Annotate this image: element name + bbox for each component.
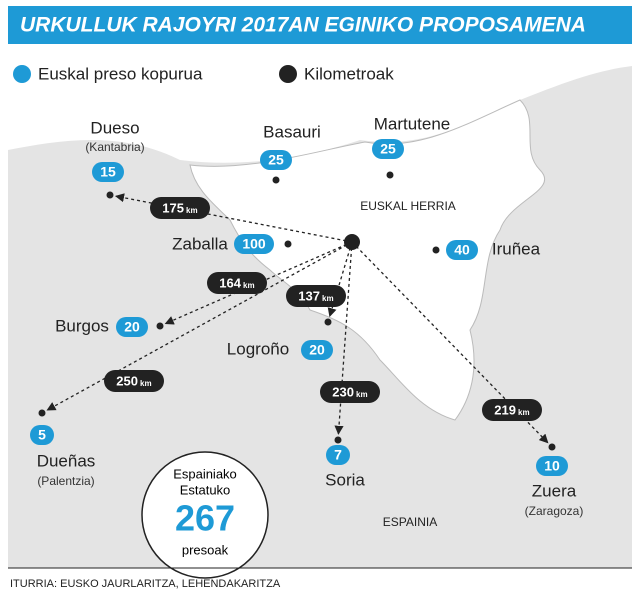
route [164,241,353,325]
town-dot [386,171,394,179]
route [334,241,353,435]
region-label: ESPAINIA [383,515,437,529]
prisoner-badge [30,425,54,445]
distance-pill [207,272,267,294]
prisoner-count: 20 [124,319,140,335]
prisoner-count: 100 [242,236,266,252]
town-dot [156,322,164,330]
distance-value: 175 [162,200,184,215]
prisoner-count: 15 [100,164,116,180]
distance-value: 137 [298,288,320,303]
place-name: Basauri [263,122,321,141]
prisoner-count: 7 [334,447,342,463]
prisoner-badge [536,456,568,476]
origin [344,234,360,250]
distance-pill [482,399,542,421]
prisoner-badge [92,162,124,182]
distance-unit: km [243,281,255,290]
town-dot [432,246,440,254]
distance-value: 250 [116,373,138,388]
place-name: Dueñas [37,451,96,470]
distance-pill [320,381,380,403]
prisoner-count: 40 [454,242,470,258]
prisoner-badge [301,340,333,360]
prisoner-badge [234,234,274,254]
place-name: Logroño [227,339,289,358]
distance-pill [286,285,346,307]
prisoner-count: 20 [309,342,325,358]
total-value: 267 [175,498,235,539]
legend-label: Kilometroak [304,64,394,83]
total-text: Espainiako [173,466,237,481]
route [46,241,353,411]
distance-value: 230 [332,384,354,399]
distance-unit: km [322,294,334,303]
legend-swatch [13,65,31,83]
distance-value: 219 [494,402,516,417]
distance-unit: km [186,206,198,215]
prisoner-badge [116,317,148,337]
route [327,241,353,318]
prisoner-badge [372,139,404,159]
place-name: Martutene [374,114,451,133]
source: ITURRIA: EUSKO JAURLARITZA, LEHENDAKARIT… [10,578,281,590]
total-text: presoak [182,542,229,557]
town-dot [334,436,342,444]
distance-pill [150,197,210,219]
title: URKULLUK RAJOYRI 2017AN EGINIKO PROPOSAM… [20,14,586,37]
route [351,241,549,444]
distance-unit: km [356,390,368,399]
title-bar [8,6,632,44]
place-name: Iruñea [492,239,541,258]
town-dot [106,191,114,199]
prisoner-badge [446,240,478,260]
prisoner-count: 5 [38,427,46,443]
place-name: Zuera [532,481,577,500]
prisoner-badge [260,150,292,170]
prisoner-count: 25 [380,141,396,157]
province: (Palentzia) [37,474,94,488]
total-text: Estatuko [180,482,231,497]
province: (Zaragoza) [525,504,584,518]
distance-unit: km [518,408,530,417]
town-dot [284,240,292,248]
town-dot [272,176,280,184]
place-name: Soria [325,470,365,489]
town-dot [38,409,46,417]
legend-swatch [279,65,297,83]
place-name: Burgos [55,316,109,335]
prisoner-count: 25 [268,152,284,168]
town-dot [548,443,556,451]
province: (Kantabria) [85,140,144,154]
place-name: Zaballa [172,234,228,253]
town-dot [324,318,332,326]
distance-unit: km [140,379,152,388]
prisoner-count: 10 [544,458,560,474]
prisoner-badge [326,445,350,465]
place-name: Dueso [90,118,139,137]
legend-label: Euskal preso kopurua [38,64,203,83]
distance-value: 164 [219,275,241,290]
total-circle [141,451,269,579]
distance-pill [104,370,164,392]
region-label: EUSKAL HERRIA [360,199,456,213]
